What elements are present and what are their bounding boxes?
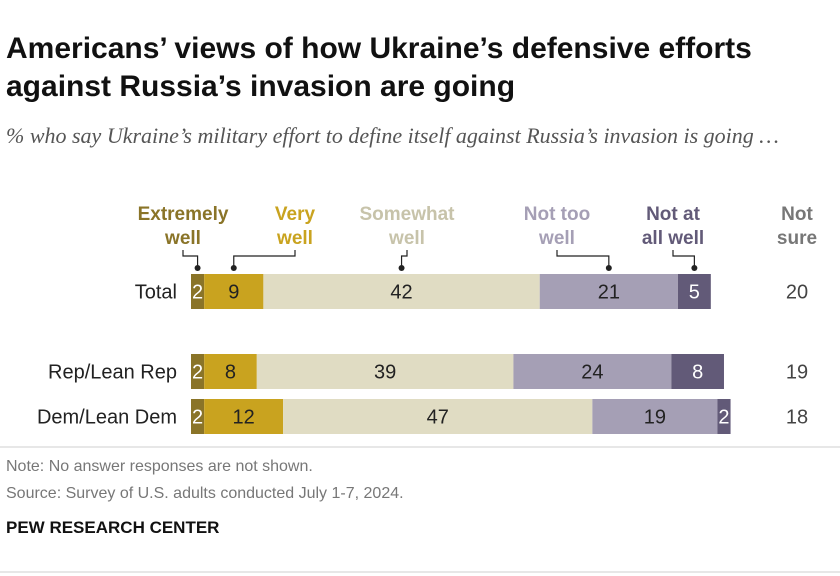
legend-leader-dot-not-too-well (605, 265, 612, 271)
data-label-rep-lean-rep-not-too-well: 24 (581, 362, 603, 384)
legend-leader-dot-very-well (230, 265, 237, 271)
source-text: Source: Survey of U.S. adults conducted … (6, 485, 404, 502)
bar-rep-lean-rep-very-well (204, 354, 257, 389)
data-label-dem-lean-dem-not-too-well: 19 (644, 407, 666, 429)
legend-label-line: well (388, 228, 425, 249)
bar-rep-lean-rep-somewhat-well (256, 354, 514, 389)
legend-extremely-well: Extremely well (138, 204, 229, 271)
legend-label-line: Not too (524, 204, 590, 225)
bar-dem-lean-dem-very-well (204, 399, 284, 434)
data-label-total-very-well: 9 (228, 282, 239, 304)
bar-total-not-too-well (539, 274, 678, 309)
chart-title: Americans’ views of how Ukraine’s defens… (6, 32, 752, 103)
chart-subtitle: % who say Ukraine’s military effort to d… (6, 123, 779, 148)
not-sure-value-total: 20 (786, 282, 808, 304)
bar-dem-lean-dem-somewhat-well (283, 399, 593, 434)
legend-somewhat-well: Somewhat well (359, 204, 455, 271)
data-label-dem-lean-dem-somewhat-well: 47 (427, 407, 449, 429)
legend-label-line: well (538, 228, 575, 249)
bar-dem-lean-dem-not-too-well (592, 399, 718, 434)
legend-label-line: all well (642, 228, 704, 249)
data-label-dem-lean-dem-not-at-all-well: 2 (718, 407, 729, 429)
legend-not-too-well: Not too well (524, 204, 612, 271)
bar-rep-lean-rep-not-at-all-well (671, 354, 724, 389)
legend-leader-somewhat-well (400, 250, 408, 268)
legend-leader-not-at-all-well (672, 250, 695, 268)
chart-notes: Note: No answer responses are not shown.… (6, 453, 404, 507)
data-label-total-somewhat-well: 42 (390, 282, 412, 304)
category-label-total: Total (135, 282, 177, 304)
legend-very-well: Very well (230, 204, 316, 271)
category-label-rep-lean-rep: Rep/Lean Rep (48, 362, 177, 384)
legend-label-line: Not at (646, 204, 701, 225)
legend-not-sure: Not sure (777, 204, 817, 249)
legend-not-at-all-well: Not at all well (642, 204, 704, 271)
data-label-total-not-at-all-well: 5 (689, 282, 700, 304)
data-label-dem-lean-dem-very-well: 12 (233, 407, 255, 429)
legend-leader-dot-not-at-all-well (691, 265, 698, 271)
bar-rep-lean-rep-not-too-well (513, 354, 672, 389)
legend-label-line: Not (781, 204, 813, 225)
bar-dem-lean-dem-not-at-all-well (717, 399, 731, 434)
not-sure-value-dem-lean-dem: 18 (786, 407, 808, 429)
legend-label-line: well (276, 228, 313, 249)
legend-label-line: Very (275, 204, 316, 225)
bar-total-very-well (204, 274, 264, 309)
bar-dem-lean-dem-extremely-well (191, 399, 205, 434)
data-label-rep-lean-rep-very-well: 8 (225, 362, 236, 384)
org-name: PEW RESEARCH CENTER (6, 518, 220, 537)
note-text: Note: No answer responses are not shown. (6, 458, 313, 475)
legend-label-line: Somewhat (359, 204, 455, 225)
legend-label-line: well (164, 228, 201, 249)
data-label-rep-lean-rep-not-at-all-well: 8 (692, 362, 703, 384)
data-label-rep-lean-rep-extremely-well: 2 (192, 362, 203, 384)
not-sure-value-rep-lean-rep: 19 (786, 362, 808, 384)
legend-leader-extremely-well (182, 250, 199, 268)
bar-rep-lean-rep-extremely-well (191, 354, 205, 389)
bar-total-somewhat-well (263, 274, 540, 309)
legend-leader-dot-extremely-well (194, 265, 201, 271)
data-label-rep-lean-rep-somewhat-well: 39 (374, 362, 396, 384)
legend-leader-dot-somewhat-well (398, 265, 405, 271)
legend-leader-not-too-well (556, 250, 610, 268)
data-label-total-extremely-well: 2 (192, 282, 203, 304)
legend-leader-very-well (233, 250, 296, 268)
legend-label-line: sure (777, 228, 817, 249)
data-label-total-not-too-well: 21 (598, 282, 620, 304)
bar-total-not-at-all-well (677, 274, 711, 309)
legend-label-line: Extremely (138, 204, 229, 225)
bar-total-extremely-well (191, 274, 205, 309)
category-label-dem-lean-dem: Dem/Lean Dem (37, 407, 177, 429)
data-label-dem-lean-dem-extremely-well: 2 (192, 407, 203, 429)
